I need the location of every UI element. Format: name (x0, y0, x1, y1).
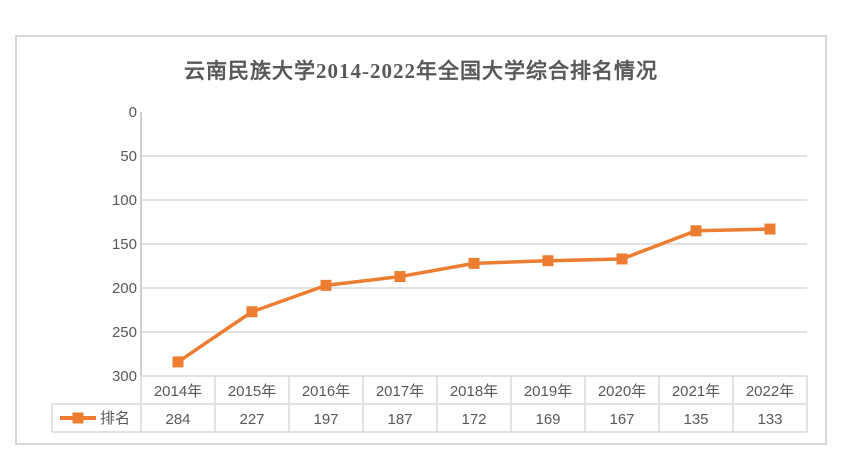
y-axis-tick-label: 100 (112, 192, 137, 209)
line-chart-plot: 0 50 100 150 200 250 300 2014年 2015年 2016年 2017年 20… (51, 104, 808, 433)
data-point-marker (764, 223, 776, 235)
category-header-cell: 2022年 (746, 383, 794, 400)
y-axis-tick-label: 0 (129, 104, 137, 121)
category-header-cell: 2016年 (302, 383, 350, 400)
value-cell: 133 (757, 411, 782, 428)
data-point-marker (394, 271, 406, 283)
data-point-marker (690, 225, 702, 237)
y-axis-tick-label: 50 (120, 148, 137, 165)
chart-title: 云南民族大学2014-2022年全国大学综合排名情况 (184, 59, 658, 83)
value-cell: 197 (313, 411, 338, 428)
category-header-cell: 2020年 (598, 383, 646, 400)
data-point-marker (320, 279, 332, 291)
value-cell: 172 (461, 411, 486, 428)
data-point-marker (172, 356, 184, 368)
category-header-cell: 2017年 (376, 383, 424, 400)
value-cell: 167 (609, 411, 634, 428)
category-header-cell: 2021年 (672, 383, 720, 400)
value-cell: 135 (683, 411, 708, 428)
data-point-marker (246, 306, 258, 318)
legend-key-marker (72, 412, 84, 424)
y-axis-tick-label: 150 (112, 236, 137, 253)
value-cell: 227 (239, 411, 264, 428)
data-point-marker (542, 255, 554, 267)
value-cell: 284 (165, 411, 190, 428)
data-point-marker (616, 253, 628, 265)
y-axis-tick-label: 300 (112, 368, 137, 385)
value-cell: 169 (535, 411, 560, 428)
category-header-cell: 2014年 (154, 383, 202, 400)
series-name-label: 排名 (100, 410, 130, 427)
y-axis-tick-label: 250 (112, 324, 137, 341)
chart-container[interactable]: 云南民族大学2014-2022年全国大学综合排名情况 0 50 100 150 200 2… (15, 35, 827, 445)
data-point-marker (468, 257, 480, 269)
value-cell: 187 (387, 411, 412, 428)
category-header-cell: 2018年 (450, 383, 498, 400)
y-axis-tick-label: 200 (112, 280, 137, 297)
category-header-cell: 2019年 (524, 383, 572, 400)
category-header-cell: 2015年 (228, 383, 276, 400)
ranking-series-line (177, 227, 771, 364)
